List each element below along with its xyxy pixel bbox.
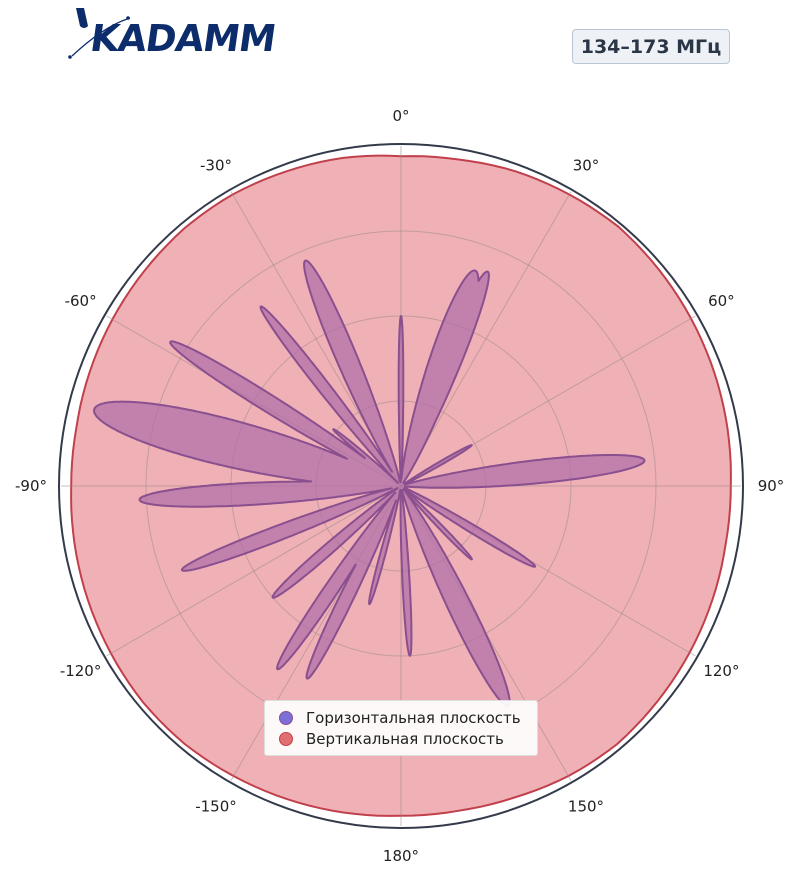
legend-label-horizontal: Горизонтальная плоскость [306, 708, 521, 727]
grid-spoke [400, 191, 572, 487]
angle-tick-label: 30° [573, 157, 600, 175]
angle-tick-label: -60° [65, 292, 97, 310]
angle-tick-label: 0° [392, 107, 409, 125]
angle-tick-label: 180° [383, 847, 419, 865]
chart-legend: Горизонтальная плоскость Вертикальная пл… [264, 700, 538, 756]
angle-tick-label: 120° [703, 662, 739, 680]
outer-ring [58, 143, 744, 829]
angle-tick-label: 150° [568, 797, 604, 815]
angle-tick-label: 60° [708, 292, 735, 310]
horizontal-plane-pattern [93, 259, 646, 708]
legend-label-vertical: Вертикальная плоскость [306, 729, 504, 748]
angle-tick-label: -120° [60, 662, 102, 680]
legend-marker-vertical [279, 731, 293, 746]
kadamm-logo-icon [68, 8, 131, 59]
angle-tick-label: -30° [200, 157, 232, 175]
angle-tick-label: -90° [15, 477, 47, 495]
horizontal-plane-series [93, 259, 646, 708]
frequency-badge: 134–173 МГц [572, 29, 730, 64]
grid-spoke [106, 485, 402, 657]
legend-item-horizontal: Горизонтальная плоскость [279, 707, 527, 728]
angle-tick-label: 90° [758, 477, 785, 495]
legend-marker-horizontal [279, 710, 293, 725]
angle-tick-label: -150° [195, 797, 237, 815]
angle-tick-labels: 0° 30° 60° 90° 120° 150° 180° -150° -120° -90° -60… [15, 107, 784, 865]
outer-frame [58, 143, 744, 829]
legend-item-vertical: Вертикальная плоскость [279, 728, 527, 749]
logo-wordmark: KADAMM [87, 17, 278, 60]
